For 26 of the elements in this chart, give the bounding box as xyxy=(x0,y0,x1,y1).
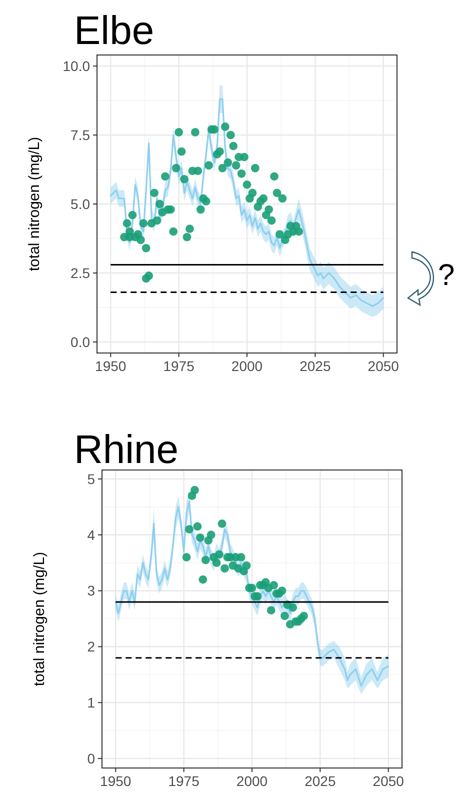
y-tick-label: 1 xyxy=(87,694,96,710)
y-tick-label: 2.5 xyxy=(70,264,90,281)
y-tick-label: 5 xyxy=(87,470,96,487)
y-axis-title: total nitrogen (mg/L) xyxy=(31,552,48,686)
x-tick-label: 2025 xyxy=(300,358,331,374)
y-tick-label: 2 xyxy=(87,638,96,655)
y-tick-label: 4 xyxy=(87,526,96,543)
chart-title: Rhine xyxy=(74,428,179,472)
x-tick-label: 1950 xyxy=(100,773,132,789)
chart-title: Elbe xyxy=(74,9,154,53)
x-tick-label: 1975 xyxy=(168,773,200,789)
y-tick-label: 10.0 xyxy=(62,58,90,74)
x-tick-label: 1950 xyxy=(95,358,126,374)
x-tick-label: 2000 xyxy=(231,358,263,374)
x-tick-label: 2000 xyxy=(236,773,268,789)
y-tick-label: 7.5 xyxy=(70,126,90,143)
y-tick-label: 5.0 xyxy=(70,196,90,212)
text: ? xyxy=(438,259,455,292)
y-tick-label: 0.0 xyxy=(70,334,90,350)
y-tick-label: 3 xyxy=(87,582,96,599)
y-axis-title: total nitrogen (mg/L) xyxy=(26,136,43,272)
y-tick-label: 0 xyxy=(87,750,96,766)
x-tick-label: 2050 xyxy=(372,773,404,789)
x-tick-label: 1975 xyxy=(163,358,195,374)
x-tick-label: 2025 xyxy=(304,773,336,789)
x-tick-label: 2050 xyxy=(368,358,400,374)
